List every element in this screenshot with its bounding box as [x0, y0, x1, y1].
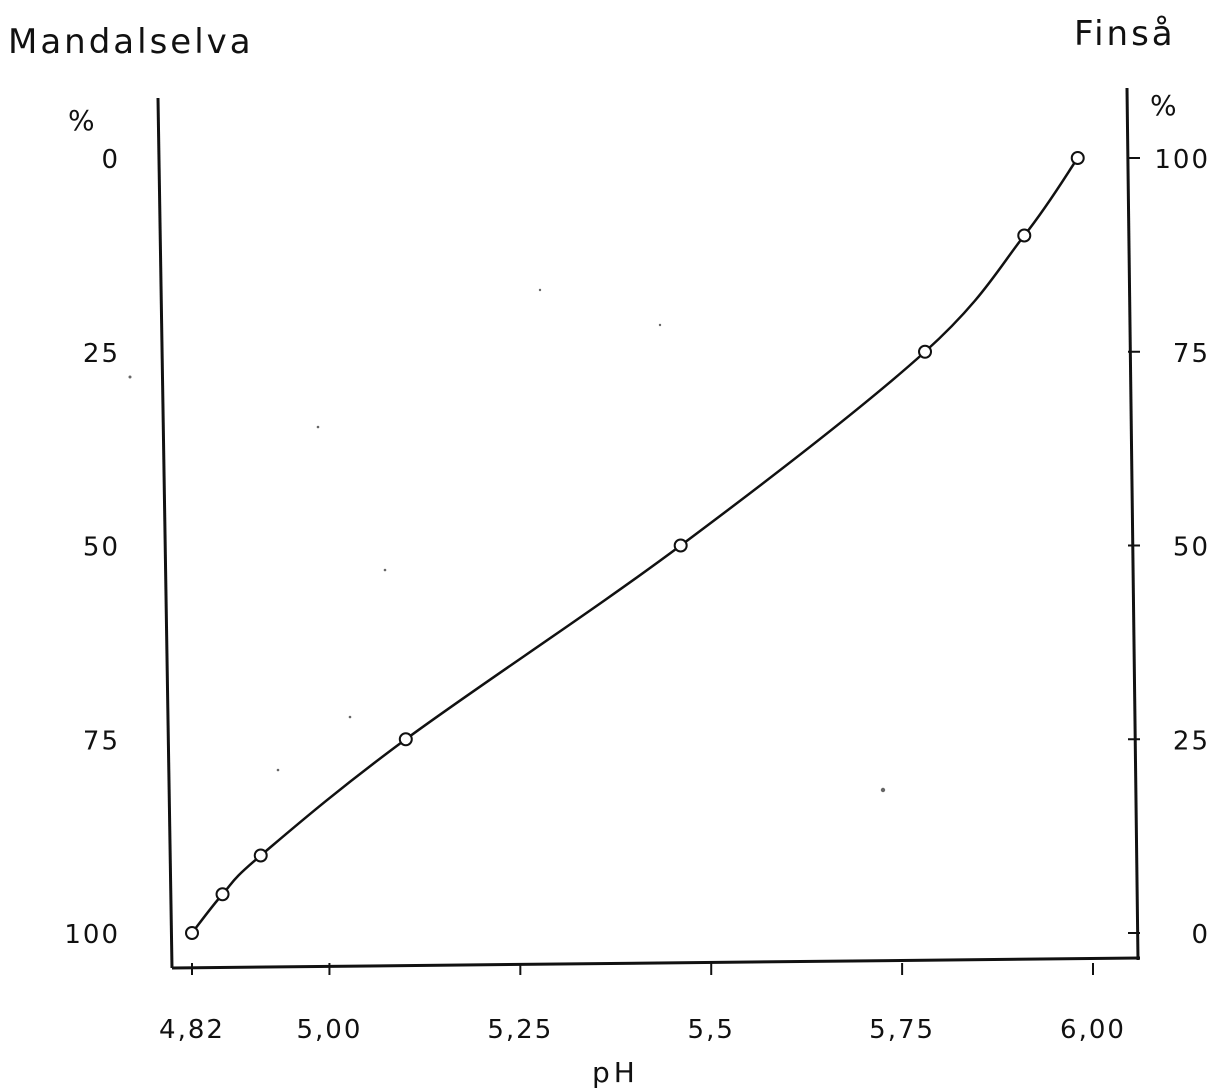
- right-tick-label: 25: [1173, 726, 1210, 756]
- right-unit: %: [1150, 89, 1177, 122]
- data-point: [1070, 151, 1085, 165]
- left-title: Mandalselva: [8, 22, 254, 62]
- specks: [128, 288, 886, 793]
- data-point: [185, 926, 199, 940]
- left-unit: %: [68, 104, 95, 137]
- data-point: [1017, 228, 1032, 243]
- x-tick-label: 5,00: [296, 1015, 362, 1045]
- left-tick-label: 100: [64, 920, 120, 950]
- right-tick-label: 100: [1154, 145, 1210, 175]
- left-tick-label: 0: [101, 145, 120, 175]
- x-tick-label: 6,00: [1060, 1015, 1126, 1045]
- x-tick-label: 5,25: [487, 1015, 553, 1045]
- left-tick-label: 50: [83, 533, 120, 563]
- x-axis-line: [171, 956, 1141, 970]
- series-line: [191, 157, 1079, 934]
- x-ticks: 4,82 5,00 5,25 5,5 5,75 6,00: [159, 963, 1126, 1045]
- x-tick-label: 5,75: [869, 1015, 935, 1045]
- data-point: [918, 344, 933, 359]
- data-point: [215, 887, 230, 902]
- data-points: [185, 151, 1085, 940]
- data-point: [673, 538, 688, 553]
- x-tick-label: 4,82: [159, 1015, 225, 1045]
- left-ticks: 0 25 50 75 100: [64, 145, 120, 950]
- x-tick-label: 5,5: [688, 1015, 735, 1045]
- right-title: Finså: [1074, 14, 1176, 54]
- right-tick-label: 75: [1173, 339, 1210, 369]
- left-tick-label: 75: [83, 726, 120, 756]
- right-axis-line: [1125, 87, 1140, 961]
- left-axis-line: [156, 97, 174, 969]
- left-tick-label: 25: [83, 339, 120, 369]
- right-ticks: 100 75 50 25 0: [1128, 145, 1210, 950]
- data-point: [253, 848, 268, 863]
- right-tick-label: 0: [1191, 920, 1210, 950]
- data-point: [398, 732, 413, 747]
- x-axis-label: pH: [592, 1056, 639, 1089]
- right-tick-label: 50: [1173, 533, 1210, 563]
